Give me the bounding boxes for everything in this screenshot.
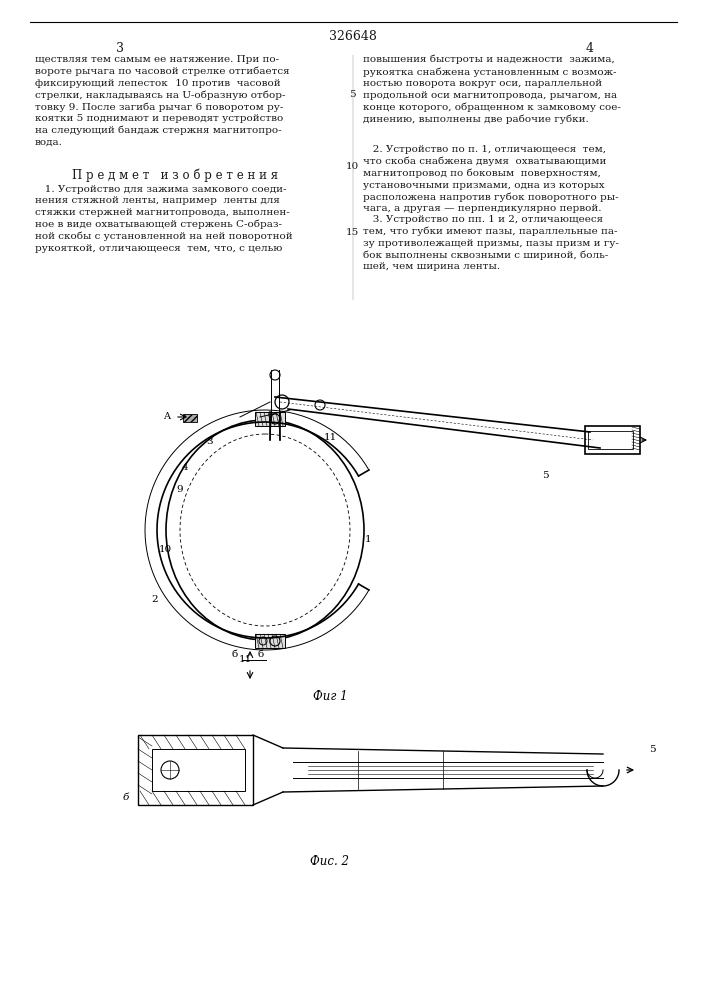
Text: 326648: 326648: [329, 30, 377, 43]
Bar: [152, 749, 245, 791]
Circle shape: [161, 761, 179, 779]
Bar: [255, 634, 285, 648]
Text: 3: 3: [206, 438, 214, 446]
Text: Фиг 1: Фиг 1: [312, 690, 347, 703]
Bar: [138, 735, 253, 805]
Text: 1: 1: [365, 536, 372, 544]
Bar: [588, 431, 633, 449]
Text: 4: 4: [586, 42, 594, 55]
Text: 15: 15: [346, 228, 358, 237]
Circle shape: [315, 400, 325, 410]
Circle shape: [275, 395, 289, 409]
Text: 1. Устройство для зажима замкового соеди-
нения стяжной ленты, например  ленты д: 1. Устройство для зажима замкового соеди…: [35, 185, 293, 253]
Text: 5: 5: [649, 745, 655, 754]
Text: б: б: [258, 650, 264, 659]
Bar: [585, 426, 640, 454]
Text: 10: 10: [158, 546, 172, 554]
Text: П р е д м е т   и з о б р е т е н и я: П р е д м е т и з о б р е т е н и я: [72, 168, 278, 182]
Text: б: б: [123, 793, 129, 802]
Text: 5: 5: [542, 471, 549, 480]
Text: A: A: [163, 412, 170, 421]
Text: Фис. 2: Фис. 2: [310, 855, 349, 868]
Text: 2. Устройство по п. 1, отличающееся  тем,
что скоба снабжена двумя  охватывающим: 2. Устройство по п. 1, отличающееся тем,…: [363, 145, 619, 213]
Text: 10: 10: [346, 162, 358, 171]
Text: 3. Устройство по пп. 1 и 2, отличающееся
тем, что губки имеют пазы, параллельные: 3. Устройство по пп. 1 и 2, отличающееся…: [363, 215, 619, 271]
Text: 11: 11: [323, 434, 337, 442]
Text: б: б: [232, 650, 238, 659]
Text: ществляя тем самым ее натяжение. При по-
вороте рычага по часовой стрелке отгиба: ществляя тем самым ее натяжение. При по-…: [35, 55, 290, 147]
Text: 5: 5: [349, 90, 356, 99]
Text: 4: 4: [182, 462, 188, 472]
Text: 11: 11: [238, 656, 252, 664]
Text: 9: 9: [177, 486, 183, 494]
Text: 3: 3: [116, 42, 124, 55]
Bar: [255, 412, 285, 426]
Text: 2: 2: [152, 595, 158, 604]
Text: повышения быстроты и надежности  зажима,
рукоятка снабжена установленным с возмо: повышения быстроты и надежности зажима, …: [363, 55, 621, 124]
Polygon shape: [183, 414, 197, 422]
